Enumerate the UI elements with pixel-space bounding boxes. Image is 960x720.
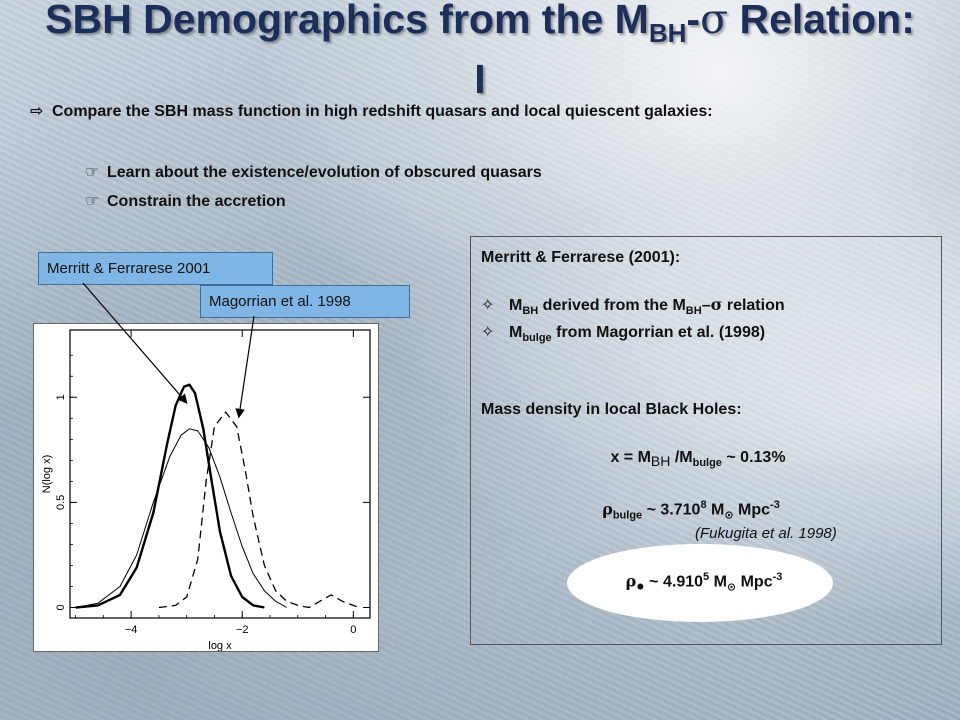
pointer-bullet-icon: ☞ — [85, 191, 100, 210]
pointer-bullet-icon: ☞ — [85, 162, 100, 181]
arrow-bullet-icon: ⇨ — [30, 101, 44, 120]
sub-bullet: ☞ Constrain the accretion — [85, 191, 286, 211]
highlight-ellipse — [567, 544, 833, 622]
series-line-dashed — [158, 411, 360, 609]
title-suffix: Relation: — [728, 0, 915, 42]
star-bullet-icon: ✧ — [481, 324, 495, 341]
title-subscript: BH — [648, 18, 687, 49]
main-bullet-text: Compare the SBH mass function in high re… — [52, 103, 713, 120]
title-sigma: σ — [700, 0, 729, 43]
x-tick-label: −4 — [125, 624, 138, 636]
sub-bullet-text: Learn about the existence/evolution of o… — [107, 164, 542, 181]
mass-function-plot: −4 −2 0 0 0.5 1 log x N(log x) — [33, 323, 379, 652]
citation-fukugita: (Fukugita et al. 1998) — [695, 525, 837, 542]
info-header: Merritt & Ferrarese (2001): — [481, 249, 681, 266]
rho-bh-equation: ρ● ~ 4.9105 M⊙ Mpc-3 — [625, 571, 783, 594]
x-tick-label: 0 — [350, 624, 356, 636]
info-panel: Merritt & Ferrarese (2001): ✧ MBH derived… — [470, 236, 942, 645]
sub-bullet-text: Constrain the accretion — [107, 193, 286, 210]
slide-title: SBH Demographics from the MBH-σ Relation… — [0, 0, 960, 102]
plot-area — [69, 329, 371, 619]
mass-density-heading: Mass density in local Black Holes: — [481, 401, 742, 418]
label-merritt: Merritt & Ferrarese 2001 — [38, 252, 273, 285]
title-text: SBH Demographics from the M — [45, 0, 649, 42]
info-item-mbulge: ✧ Mbulge from Magorrian et al. (1998) — [481, 324, 766, 345]
series-line-solid-thick — [75, 383, 265, 609]
y-axis-label: N(log x) — [41, 455, 53, 494]
ratio-equation: x = MBH /Mbulge ~ 0.13% — [610, 449, 786, 470]
label-magorrian: Magorrian et al. 1998 — [200, 285, 410, 318]
x-axis-label: log x — [208, 640, 232, 651]
series-line-solid-thin — [75, 428, 287, 608]
star-bullet-icon: ✧ — [481, 297, 495, 314]
sub-bullet: ☞ Learn about the existence/evolution of … — [85, 162, 542, 182]
chart-svg: −4 −2 0 0 0.5 1 log x N(log x) — [41, 329, 371, 652]
rho-bulge-equation: ρbulge ~ 3.7108 M⊙ Mpc-3 — [602, 499, 780, 522]
y-tick-label: 1 — [55, 394, 67, 400]
y-tick-label: 0.5 — [55, 495, 67, 510]
info-item-mbh: ✧ MBH derived from the MBH–σ relation — [481, 295, 785, 318]
title-line2: I — [474, 56, 486, 103]
main-bullet: ⇨ Compare the SBH mass function in high r… — [30, 101, 713, 121]
x-tick-label: −2 — [236, 624, 249, 636]
title-dash: - — [686, 0, 701, 42]
y-tick-label: 0 — [55, 604, 67, 610]
